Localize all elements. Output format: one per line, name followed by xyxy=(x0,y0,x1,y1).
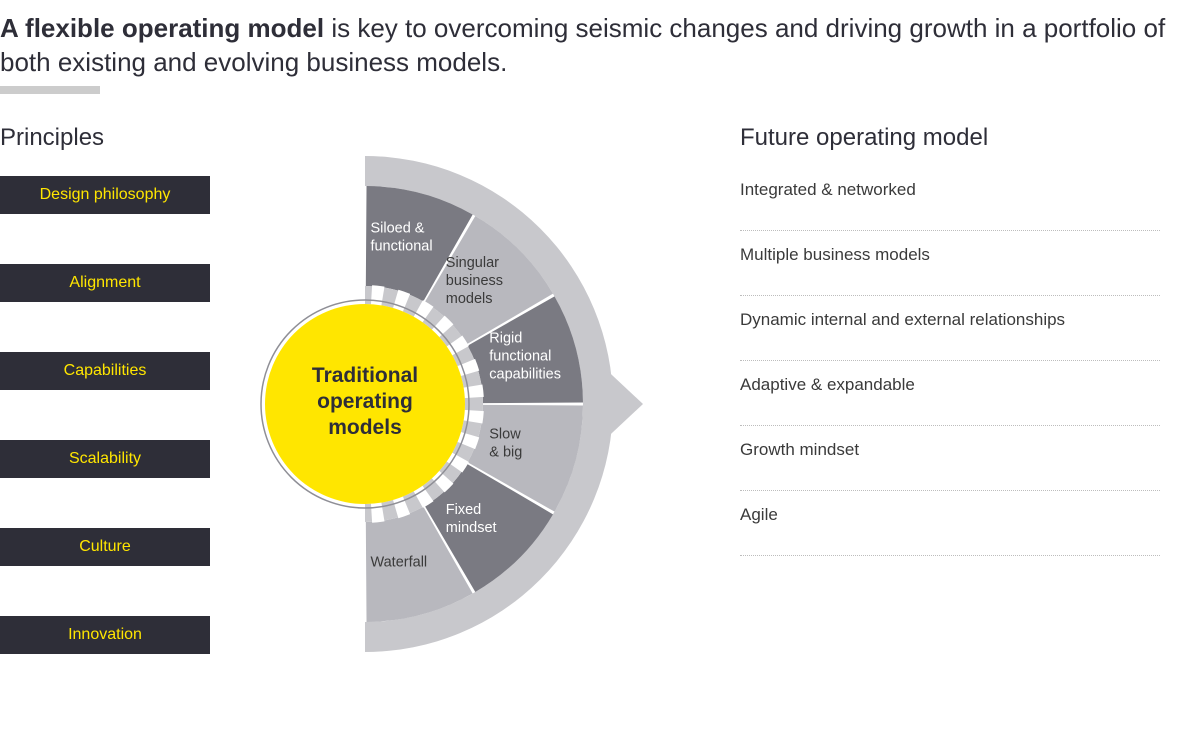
segment-label: Slow xyxy=(489,426,521,442)
principle-item: Culture xyxy=(0,528,210,566)
accent-bar xyxy=(0,86,100,94)
segment-label: & big xyxy=(489,444,522,460)
principle-item: Design philosophy xyxy=(0,176,210,214)
future-item: Multiple business models xyxy=(740,231,1160,296)
principle-item: Alignment xyxy=(0,264,210,302)
diagram-column: Traditional operating models Siloed & functi… xyxy=(240,124,700,684)
segment-label: functional xyxy=(370,238,432,254)
segment-label: Singular xyxy=(446,255,499,271)
future-item: Growth mindset xyxy=(740,426,1160,491)
segment-label: models xyxy=(446,291,493,307)
principles-column: Principles Design philosophy Alignment Cap… xyxy=(0,124,240,704)
future-item: Dynamic internal and external relationsh… xyxy=(740,296,1160,361)
future-item: Integrated & networked xyxy=(740,176,1160,231)
principle-item: Innovation xyxy=(0,616,210,654)
center-label: operating xyxy=(317,390,413,413)
center-label: models xyxy=(328,416,402,439)
principle-item: Scalability xyxy=(0,440,210,478)
headline-bold: A flexible operating model xyxy=(0,13,324,43)
segment-label: capabilities xyxy=(489,366,561,382)
segment-label: Fixed xyxy=(446,501,481,517)
main-layout: Principles Design philosophy Alignment Cap… xyxy=(0,124,1192,704)
principles-title: Principles xyxy=(0,124,220,152)
future-item: Adaptive & expandable xyxy=(740,361,1160,426)
segment-label: functional xyxy=(489,348,551,364)
future-column: Future operating model Integrated & netw… xyxy=(700,124,1160,556)
radial-diagram: Traditional operating models Siloed & functi… xyxy=(260,144,680,664)
principle-item: Capabilities xyxy=(0,352,210,390)
future-title: Future operating model xyxy=(740,124,1160,152)
segment-label: mindset xyxy=(446,519,497,535)
segment-label: Siloed & xyxy=(370,220,424,236)
future-item: Agile xyxy=(740,491,1160,556)
center-label: Traditional xyxy=(312,364,418,387)
segment-label: Rigid xyxy=(489,330,522,346)
headline: A flexible operating model is key to ove… xyxy=(0,0,1192,86)
segment-label: business xyxy=(446,273,503,289)
segment-label: Waterfall xyxy=(370,554,427,570)
